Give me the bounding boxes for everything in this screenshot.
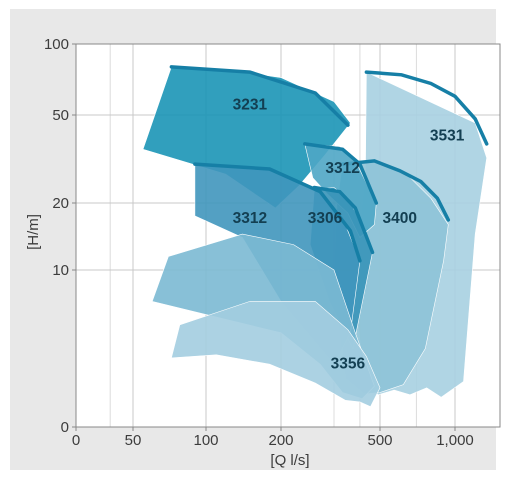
pump-curve-3306 [312,185,375,255]
region-labels: 3231 3531 3312 3312 3306 3400 3356 [233,96,465,372]
x-tick-label: 1,000 [436,432,474,449]
region-label-3400: 3400 [382,210,416,227]
pump-region-unlabeled-7 [171,301,381,407]
x-axis-title: [Q l/s] [270,452,309,469]
y-tick-label: 10 [52,262,69,279]
y-tick-label: 20 [52,195,69,212]
x-tick-label: 500 [367,432,392,449]
axis-ticks: 0 50 100 200 500 1,000 0 10 20 50 100 [44,36,474,449]
pump-curve-3400 [340,159,451,222]
region-label-3231: 3231 [233,96,268,113]
region-label-3356: 3356 [331,355,366,372]
x-tick-label: 100 [193,432,218,449]
x-tick-label: 50 [125,432,142,449]
region-label-3312: 3312 [325,160,359,177]
pump-curve-3312 [193,162,362,263]
region-label-3531: 3531 [430,128,465,145]
pump-curve-3531 [364,70,489,146]
pump-regions [142,65,489,407]
plot-frame [75,43,501,428]
pump-curve-3231 [169,65,350,127]
y-tick-label: 50 [52,107,69,124]
x-tick-label: 0 [72,432,80,449]
x-tick-label: 200 [268,432,293,449]
region-label-3306: 3306 [308,210,343,227]
pump-curve-3312 [303,142,379,205]
y-tick-label: 100 [44,36,69,53]
y-tick-label: 0 [61,419,69,436]
region-label-3312: 3312 [233,210,267,227]
y-axis-title: [H/m] [25,214,42,250]
